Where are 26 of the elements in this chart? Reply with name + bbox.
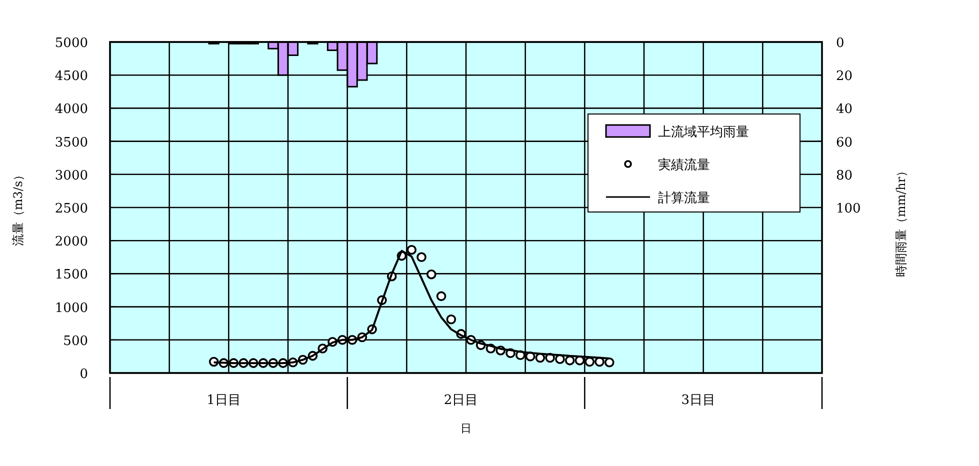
x-axis-title: 日 [460,422,472,435]
y-tick-label: 4500 [54,69,88,84]
y2-tick-label: 0 [836,36,844,51]
y-tick-label: 500 [63,334,88,349]
legend-label: 実績流量 [658,157,710,173]
y2-tick-label: 20 [836,69,853,84]
x-tick-label: 2日目 [444,393,478,408]
y-tick-label: 2000 [54,234,88,250]
y-tick-label: 5000 [54,36,88,51]
y2-tick-label: 100 [836,202,861,216]
y-tick-label: 4000 [54,102,88,118]
y2-tick-label: 80 [836,168,853,184]
y-tick-label: 1000 [54,300,88,316]
y2-axis-title: 時間雨量（mm/hr） [894,164,908,278]
y-axis-title: 流量（m3/s） [11,168,25,246]
legend-label: 計算流量 [658,190,710,206]
y-tick-label: 1500 [54,268,88,283]
x-tick-label: 3日目 [681,393,716,408]
y-tick-label: 3500 [54,135,88,150]
legend-label: 上流域平均雨量 [658,124,749,140]
y-tick-label: 3000 [54,168,88,184]
y2-tick-label: 40 [836,102,853,118]
y-tick-label: 0 [80,367,88,382]
y2-tick-label: 60 [836,135,853,150]
y-tick-label: 2500 [54,202,88,216]
x-tick-label: 1日目 [206,393,241,408]
